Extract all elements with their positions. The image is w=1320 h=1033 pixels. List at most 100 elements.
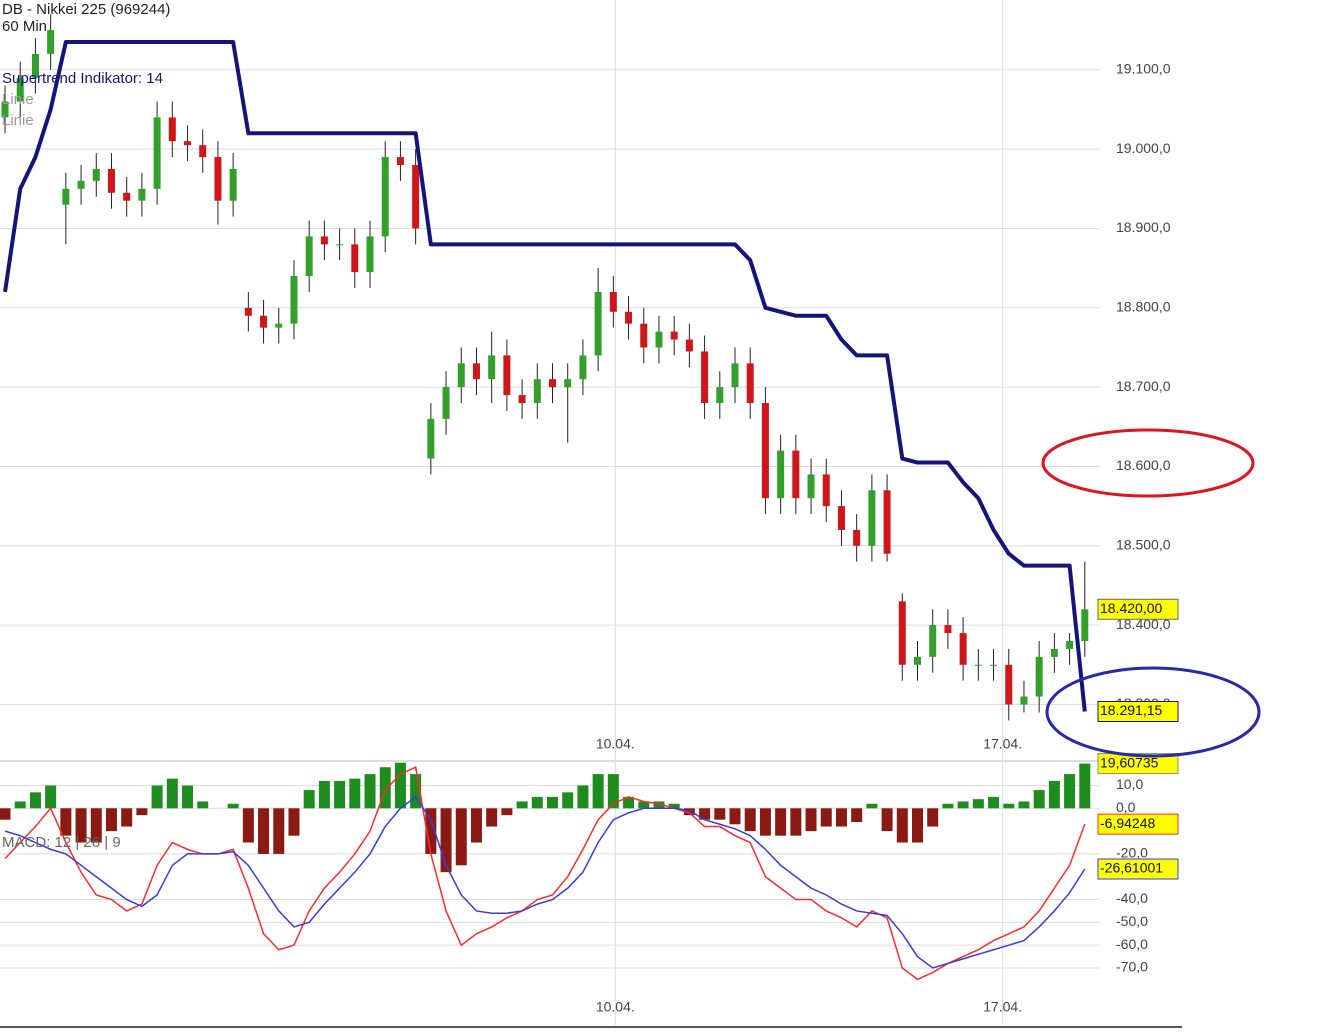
marks	[0, 14, 1091, 981]
candle-body	[138, 188, 146, 201]
candle-body	[62, 188, 70, 205]
last-value-box	[1097, 813, 1179, 835]
histogram-bar	[912, 808, 924, 843]
histogram-bar	[151, 785, 163, 809]
last-value-label: -26,61001	[1100, 860, 1163, 876]
y-tick-label: 19.100,0	[1116, 61, 1171, 77]
candle-body	[914, 656, 922, 665]
labels: DB - Nikkei 225 (969244)60 Min Supertrend…	[2, 1, 1179, 880]
histogram-bar	[729, 808, 741, 825]
histogram-bar	[242, 808, 254, 843]
histogram-bar	[759, 808, 771, 836]
histogram-bar	[562, 792, 574, 809]
candle-body	[609, 291, 617, 312]
histogram-bar	[744, 808, 756, 832]
candle-body	[488, 355, 496, 380]
histogram-bar	[607, 774, 619, 809]
histogram-bar	[394, 762, 406, 809]
histogram-bar	[29, 792, 41, 809]
x-tick-label: 17.04.	[983, 999, 1022, 1015]
histogram-bar	[288, 808, 300, 836]
last-price-label: 18.420,00	[1100, 600, 1162, 616]
chart-title: DB - Nikkei 225 (969244)	[2, 1, 170, 18]
histogram-bar	[820, 808, 832, 827]
histogram-bar	[258, 808, 270, 854]
y-tick-label: -20,0	[1116, 845, 1148, 861]
histogram-bar	[881, 808, 893, 832]
candle-body	[518, 395, 526, 404]
histogram-bar	[638, 801, 650, 809]
histogram-bar	[166, 778, 178, 809]
candle-body	[761, 403, 769, 499]
candle-body	[16, 77, 24, 102]
histogram-bar	[866, 803, 878, 809]
candle-body	[260, 315, 268, 328]
histogram-bar	[486, 808, 498, 827]
candle-body	[47, 30, 55, 54]
histogram-bar	[851, 808, 863, 822]
candle-body	[123, 192, 131, 201]
y-tick-label: -60,0	[1116, 936, 1148, 952]
candle-body	[92, 168, 100, 181]
last-value-label: 19,60735	[1100, 754, 1159, 770]
candle-body	[807, 474, 815, 499]
candle-body	[716, 387, 724, 404]
histogram-bar	[75, 808, 87, 843]
candle-body	[153, 117, 161, 189]
supertrend-last-label: 18.291,15	[1100, 702, 1162, 718]
histogram-bar	[531, 796, 543, 809]
candle-body	[822, 474, 830, 507]
last-price-box	[1097, 598, 1179, 620]
histogram-bar	[0, 808, 11, 820]
supertrend-last-box	[1097, 700, 1179, 722]
candle-body	[731, 363, 739, 388]
x-tick-label: 17.04.	[983, 736, 1022, 752]
candle-body	[777, 450, 785, 499]
highlight-ellipse	[1045, 666, 1261, 758]
histogram-bar	[805, 808, 817, 832]
candle-body	[457, 363, 465, 388]
candle-body	[290, 276, 298, 324]
histogram-bar	[105, 808, 117, 832]
histogram-bar	[410, 774, 422, 809]
candle-body	[868, 490, 876, 546]
histogram-bar	[182, 785, 194, 809]
candle-body	[564, 379, 572, 388]
candle-body	[990, 664, 998, 666]
histogram-bar	[425, 808, 437, 854]
last-value-box	[1097, 858, 1179, 880]
histogram-bar	[668, 803, 680, 809]
candle-body	[549, 379, 557, 388]
candle-body	[640, 323, 648, 348]
candle-body	[427, 418, 435, 459]
histogram-bar	[942, 803, 954, 809]
candle-body	[503, 355, 511, 396]
candle-body	[77, 180, 85, 189]
candle-body	[929, 625, 937, 657]
y-tick-label: 0,0	[1116, 799, 1136, 815]
histogram-bar	[1003, 803, 1015, 809]
histogram-bar	[364, 774, 376, 809]
candle-body	[1020, 696, 1028, 705]
histogram-bar	[318, 780, 330, 809]
candle-body	[883, 490, 891, 554]
candle-body	[244, 307, 252, 316]
histogram-bar	[835, 808, 847, 827]
histogram-bar	[440, 808, 452, 873]
histogram-bar	[60, 808, 72, 836]
histogram-bar	[653, 801, 665, 809]
last-value-label: -6,94248	[1100, 815, 1155, 831]
macd-line	[4, 795, 1086, 969]
candle-body	[336, 244, 344, 246]
histogram-bar	[790, 808, 802, 836]
candle-body	[625, 311, 633, 324]
candle-body	[1005, 664, 1013, 705]
candle-body	[959, 633, 967, 665]
histogram-bar	[197, 801, 209, 809]
histogram-bar	[775, 808, 787, 836]
candle-body	[944, 625, 952, 634]
histogram-bar	[455, 808, 467, 866]
histogram-bar	[379, 767, 391, 809]
candle-body	[1035, 656, 1043, 697]
